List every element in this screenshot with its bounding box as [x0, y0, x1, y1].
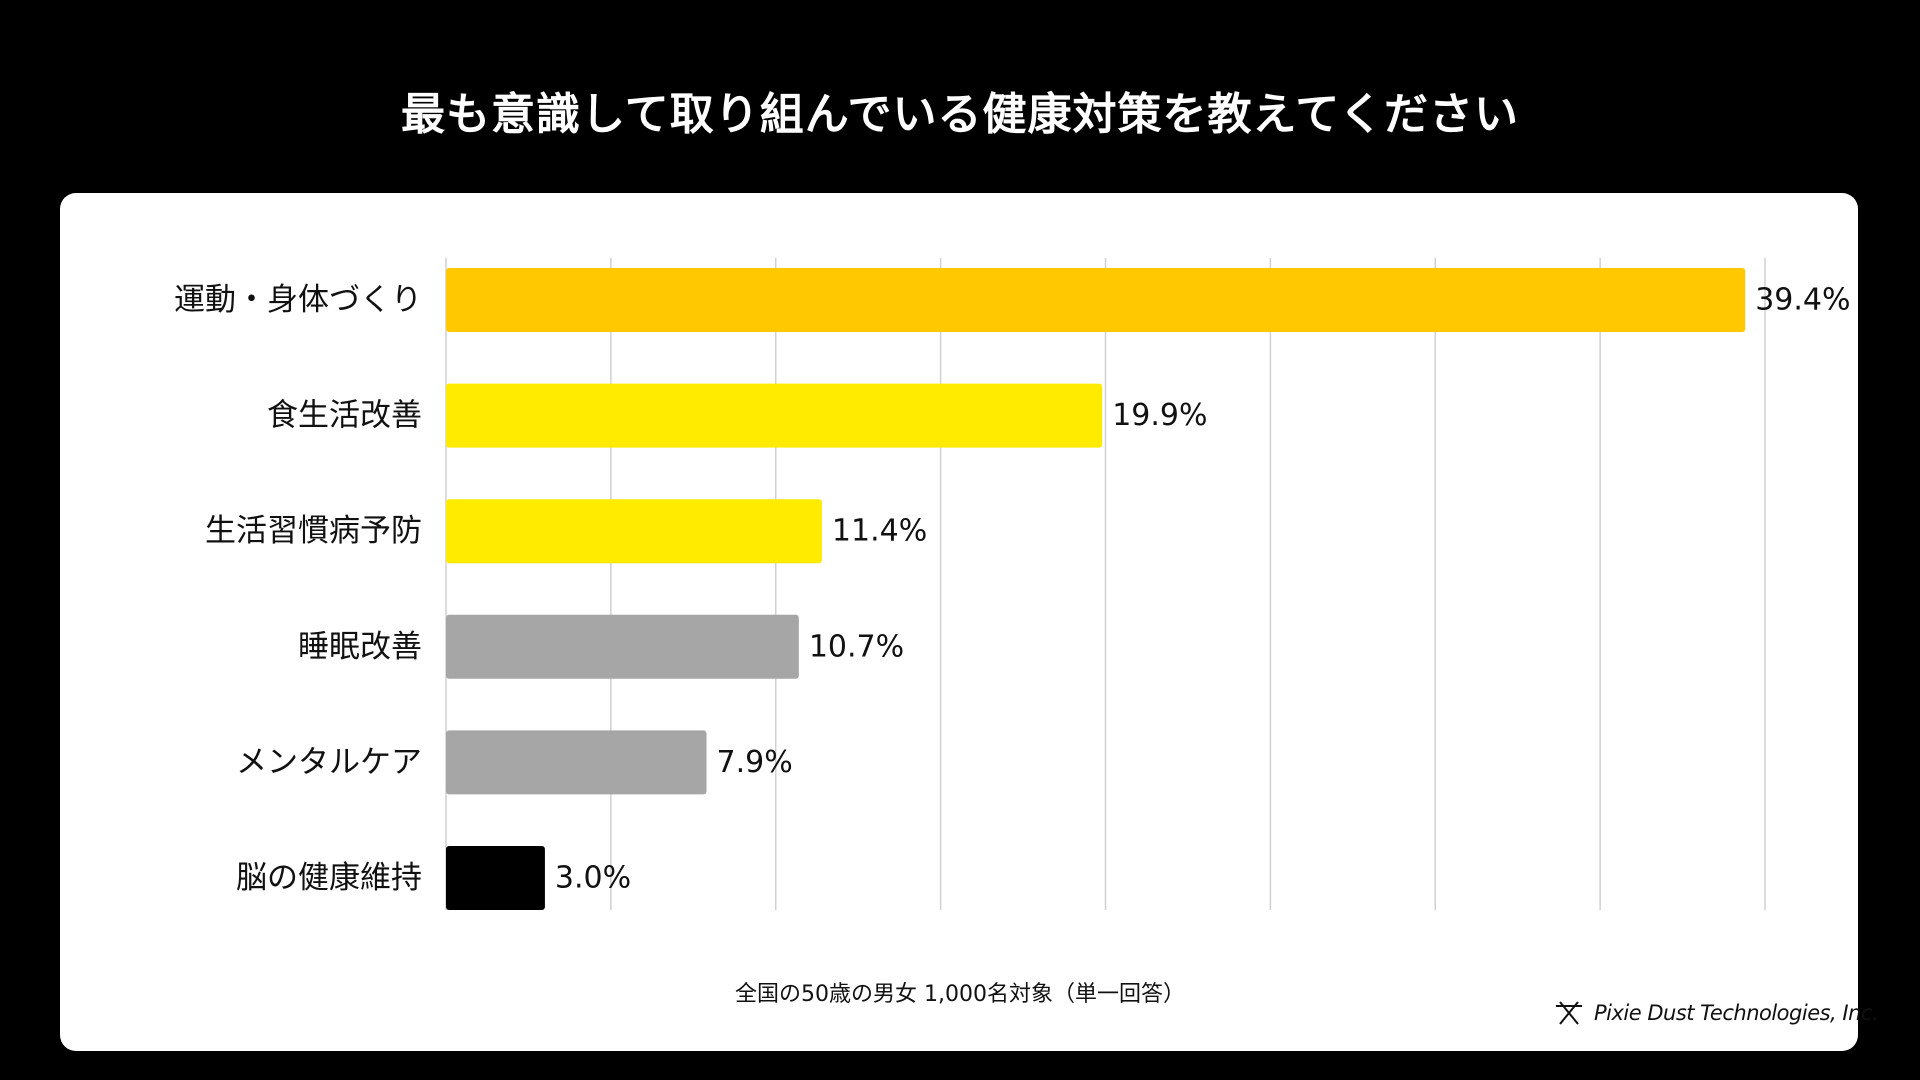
- brand-logo: Pixie Dust Technologies, Inc.: [1552, 998, 1879, 1028]
- value-label: 3.0%: [555, 861, 631, 896]
- bar: [446, 268, 1746, 332]
- value-label: 11.4%: [832, 514, 927, 549]
- labels: 運動・身体づくり 39.4% 食生活改善 19.9% 生活習慣病予防 11.4% 睡眠改善 1…: [174, 282, 1851, 896]
- value-label: 7.9%: [717, 745, 793, 780]
- bar: [446, 846, 545, 910]
- category-label: 脳の健康維持: [236, 860, 422, 896]
- category-label: 食生活改善: [267, 398, 422, 434]
- value-label: 10.7%: [809, 629, 904, 664]
- survey-note: 全国の50歳の男女 1,000名対象（単一回答）: [735, 982, 1185, 1007]
- page-title: 最も意識して取り組んでいる健康対策を教えてください: [401, 89, 1519, 140]
- category-label: 生活習慣病予防: [205, 513, 422, 549]
- value-label: 19.9%: [1112, 398, 1207, 433]
- brand-name: Pixie Dust Technologies, Inc.: [1594, 1001, 1879, 1025]
- asterisk-logo-icon: [1556, 1001, 1582, 1025]
- bar: [446, 614, 799, 679]
- category-label: メンタルケア: [236, 744, 422, 780]
- bar: [446, 383, 1103, 448]
- chart-card: [60, 193, 1858, 1051]
- bars: [446, 268, 1746, 910]
- bar: [446, 499, 822, 564]
- value-label: 39.4%: [1755, 283, 1850, 318]
- bar: [446, 730, 707, 795]
- category-label: 睡眠改善: [298, 629, 422, 665]
- category-label: 運動・身体づくり: [174, 282, 422, 318]
- gridlines: [445, 258, 1766, 910]
